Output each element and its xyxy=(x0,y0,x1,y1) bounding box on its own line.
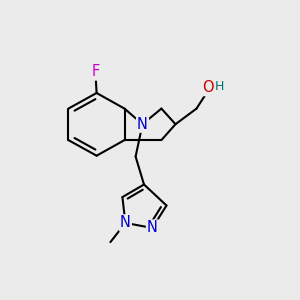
Text: N: N xyxy=(137,117,148,132)
Text: N: N xyxy=(120,215,131,230)
Text: O: O xyxy=(202,80,213,95)
Text: F: F xyxy=(91,64,100,80)
Text: N: N xyxy=(147,220,158,236)
Text: H: H xyxy=(215,80,225,93)
